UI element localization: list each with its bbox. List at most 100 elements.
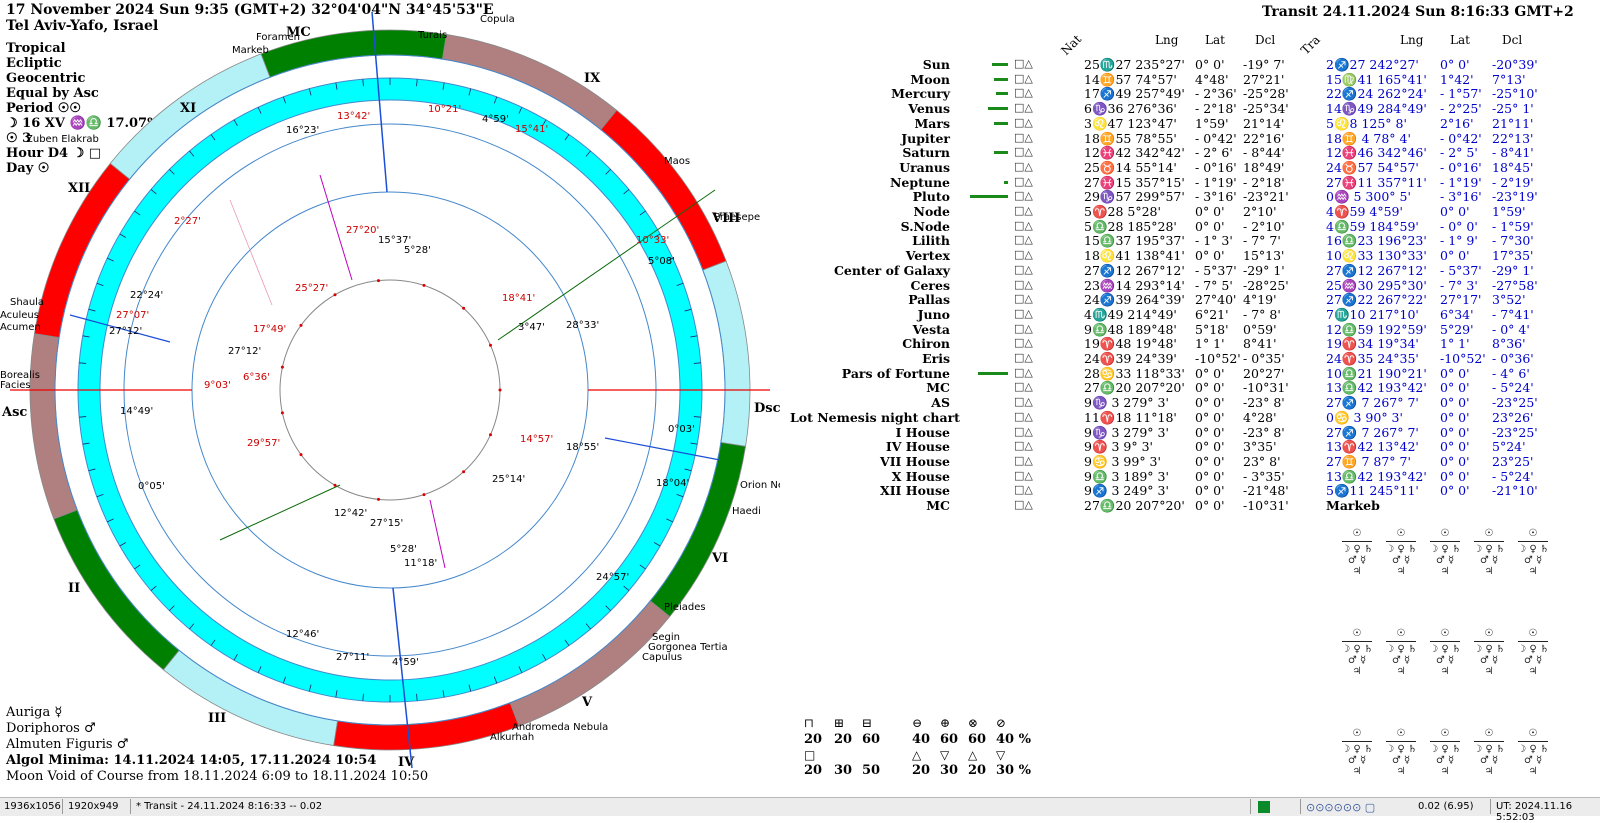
dispositor-tree: ☉ ☽ ♀ ♄ ♂ ☿ ♃ bbox=[1341, 728, 1373, 777]
status-green-indicator bbox=[1258, 801, 1270, 813]
transit-declination: 17°35' bbox=[1492, 248, 1534, 264]
natal-declination: 27°21' bbox=[1243, 71, 1285, 87]
degree-tick bbox=[210, 639, 216, 646]
degree-tick bbox=[684, 308, 692, 312]
aspect-dot bbox=[488, 433, 492, 437]
degree-tick bbox=[493, 96, 498, 104]
transit-longitude: 0♋ 3 90° 3' bbox=[1326, 409, 1403, 425]
transit-latitude: 0° 0' bbox=[1440, 380, 1470, 396]
natal-longitude: 3♌47 123°47' bbox=[1084, 115, 1177, 131]
degree-tick bbox=[107, 257, 114, 262]
natal-longitude: 25♏27 235°27' bbox=[1084, 57, 1185, 72]
transit-degree-label: 0°05' bbox=[138, 481, 165, 492]
transit-declination: -25°10' bbox=[1492, 86, 1538, 102]
stat-value: 50 bbox=[862, 763, 881, 778]
status-screen-size: 1936x1056 bbox=[4, 801, 61, 812]
dispositor-trees: ☉ ☽ ♀ ♄ ♂ ☿ ♃ ☉ ☽ ♀ ♄ ♂ ☿ ♃ ☉ ☽ ♀ ♄ ♂ ☿ ♃ ☉ ☽ ♀ ♄ ♂ ☿ ♃… bbox=[1340, 528, 1590, 788]
transit-declination: -20°39' bbox=[1492, 57, 1538, 72]
mc-axis-line bbox=[371, 11, 388, 193]
natal-longitude: 17♐49 257°49' bbox=[1084, 86, 1185, 102]
dispositor-tree: ☉ ☽ ♀ ♄ ♂ ☿ ♃ bbox=[1429, 728, 1461, 777]
aspect-dot bbox=[333, 293, 337, 297]
dispositor-tree: ☉ ☽ ♀ ♄ ♂ ☿ ♃ bbox=[1385, 728, 1417, 777]
degree-tick bbox=[693, 416, 701, 418]
strength-bar bbox=[992, 63, 1008, 66]
transit-title: Transit 24.11.2024 Sun 8:16:33 GMT+2 bbox=[1262, 4, 1574, 20]
aspect-dot bbox=[377, 497, 381, 501]
transit-longitude: 27♐ 7 267° 7' bbox=[1326, 424, 1419, 440]
natal-latitude: - 1° 3' bbox=[1195, 233, 1233, 249]
col-header-lng-transit: Lng bbox=[1400, 33, 1424, 47]
degree-tick bbox=[605, 605, 611, 611]
transit-latitude: 0° 0' bbox=[1440, 57, 1470, 72]
col-header-lat-transit: Lat bbox=[1450, 33, 1470, 47]
dispositor-tree: ☉ ☽ ♀ ♄ ♂ ☿ ♃ bbox=[1517, 628, 1549, 677]
aspect-dot bbox=[422, 493, 426, 497]
natal-latitude: 0° 0' bbox=[1195, 498, 1225, 513]
degree-tick bbox=[233, 119, 238, 127]
row-name: Vesta bbox=[912, 321, 950, 337]
transit-latitude: 0° 0' bbox=[1440, 365, 1470, 381]
natal-latitude: - 3°16' bbox=[1195, 189, 1237, 205]
degree-tick bbox=[107, 518, 114, 523]
degree-tick bbox=[119, 542, 127, 547]
aspect-icons: □△ bbox=[1014, 498, 1033, 511]
natal-longitude: 24♐39 264°39' bbox=[1084, 292, 1185, 308]
aspect-icons: □△ bbox=[1014, 336, 1033, 350]
degree-tick bbox=[666, 257, 673, 262]
algol-minima-line: Algol Minima: 14.11.2024 14:05, 17.11.20… bbox=[6, 753, 377, 768]
natal-declination: 4°19' bbox=[1243, 292, 1277, 308]
transit-latitude: 0° 0' bbox=[1440, 395, 1470, 411]
transit-declination: -29° 1' bbox=[1492, 262, 1534, 278]
degree-tick bbox=[257, 666, 262, 673]
natal-latitude: 0° 0' bbox=[1195, 424, 1225, 440]
transit-longitude: 27♓11 357°11' bbox=[1326, 174, 1427, 190]
transit-degree-label: 27°07' bbox=[116, 310, 149, 321]
air-icon: ⊗ bbox=[968, 716, 979, 730]
transit-latitude: - 2°25' bbox=[1440, 101, 1482, 117]
transit-declination: 8°36' bbox=[1492, 336, 1526, 352]
col-header-lng: Lng bbox=[1155, 33, 1179, 47]
natal-latitude: 4°48' bbox=[1195, 71, 1229, 87]
natal-longitude: 5♎28 185°28' bbox=[1084, 218, 1177, 234]
triangle-up-icon-2: △ bbox=[968, 748, 978, 762]
dispositor-tree: ☉ ☽ ♀ ♄ ♂ ☿ ♃ bbox=[1429, 528, 1461, 577]
degree-tick bbox=[564, 639, 570, 646]
degree-tick bbox=[666, 518, 673, 523]
row-name: Eris bbox=[922, 351, 950, 366]
transit-latitude: - 0° 0' bbox=[1440, 218, 1478, 234]
chart-wheel[interactable]: XIXIIIIIIIIVVVIVIIIIXMCDscAscCopulaForam… bbox=[0, 0, 780, 795]
status-toolbar-icons[interactable]: ⊙⊙⊙⊙⊙⊙ ▢ bbox=[1306, 801, 1376, 814]
natal-latitude: - 5°37' bbox=[1195, 262, 1237, 278]
row-name: AS bbox=[931, 395, 950, 411]
transit-declination: 18°45' bbox=[1492, 159, 1534, 175]
aspect-icons: □△ bbox=[1014, 86, 1033, 100]
dispositor-tree: ☉ ☽ ♀ ♄ ♂ ☿ ♃ bbox=[1517, 728, 1549, 777]
status-window-size: 1920x949 bbox=[68, 801, 119, 812]
natal-latitude: 27°40' bbox=[1195, 292, 1237, 308]
row-name: Vertex bbox=[905, 248, 950, 264]
stat-value: 20 bbox=[968, 763, 987, 778]
natal-declination: 3°35' bbox=[1243, 439, 1277, 455]
natal-latitude: - 7° 5' bbox=[1195, 277, 1233, 293]
natal-degree-label: 17°49' bbox=[253, 324, 286, 335]
transit-declination: 21°11' bbox=[1492, 115, 1534, 131]
triangle-up-icon: △ bbox=[912, 748, 922, 762]
transit-declination: 5°24' bbox=[1492, 439, 1526, 455]
row-name: Chiron bbox=[902, 336, 950, 352]
aspect-icons: □△ bbox=[1014, 424, 1033, 438]
transit-longitude: 10♌33 130°33' bbox=[1326, 248, 1427, 264]
natal-declination: - 3°35' bbox=[1243, 468, 1285, 484]
degree-tick bbox=[308, 88, 312, 96]
col-header-lat: Lat bbox=[1205, 33, 1225, 47]
transit-latitude: 0° 0' bbox=[1440, 204, 1470, 219]
natal-longitude: 18♌41 138°41' bbox=[1084, 248, 1185, 264]
star-label: Alkurhah bbox=[490, 732, 534, 743]
natal-degree-label: 0°03' bbox=[668, 424, 695, 435]
transit-longitude: 4♎59 184°59' bbox=[1326, 218, 1419, 234]
row-name: XII House bbox=[880, 483, 950, 499]
natal-declination: - 7° 8' bbox=[1243, 306, 1281, 322]
natal-declination: - 7° 7' bbox=[1243, 233, 1281, 249]
col-header-dcl: Dcl bbox=[1255, 33, 1276, 47]
row-name: X House bbox=[891, 468, 950, 484]
